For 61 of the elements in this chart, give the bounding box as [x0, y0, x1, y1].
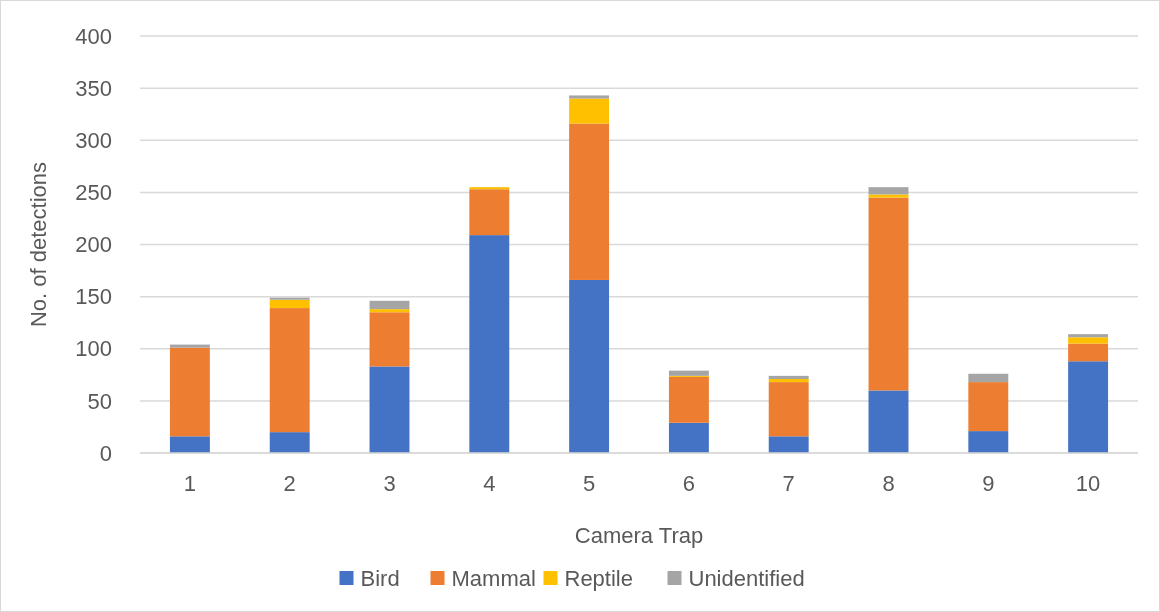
legend-label: Bird: [360, 565, 400, 591]
x-axis-title: Camera Trap: [574, 523, 704, 548]
bar: [868, 390, 909, 453]
bar: [369, 366, 410, 453]
y-axis-title: No. of detections: [26, 161, 51, 328]
bar: [1068, 343, 1109, 362]
bar: [968, 382, 1009, 432]
bar: [768, 436, 809, 453]
bar: [768, 378, 809, 383]
y-tick-label: 50: [87, 388, 112, 414]
legend-label: Unidentified: [688, 565, 805, 591]
bar: [768, 375, 809, 379]
bar: [868, 194, 909, 198]
bar: [1068, 334, 1109, 338]
y-tick-label: 300: [75, 127, 112, 153]
x-tick-label: 10: [1075, 471, 1101, 496]
bar: [469, 187, 510, 190]
bar: [269, 432, 310, 453]
x-tick-label: 7: [782, 471, 795, 496]
bar: [369, 309, 410, 313]
bar: [968, 373, 1009, 383]
y-tick-label: 0: [99, 440, 112, 466]
bar: [868, 197, 909, 391]
x-tick-label: 6: [682, 471, 696, 496]
bar: [269, 308, 310, 433]
bar: [469, 189, 510, 236]
bar: [569, 123, 610, 280]
x-tick-label: 9: [982, 471, 995, 496]
bar: [1068, 361, 1109, 453]
bar: [569, 279, 610, 453]
x-tick-label: 4: [483, 471, 496, 496]
bar: [569, 95, 610, 99]
x-tick-label: 8: [882, 471, 895, 496]
bar: [569, 98, 610, 124]
bar: [469, 235, 510, 453]
y-tick-label: 150: [75, 284, 112, 310]
bar: [868, 187, 909, 195]
bar: [169, 347, 210, 437]
bar: [768, 382, 809, 437]
x-tick-label: 1: [183, 471, 197, 496]
bar: [169, 436, 210, 453]
y-tick-label: 100: [75, 336, 112, 362]
bar: [369, 312, 410, 367]
bar: [968, 431, 1009, 453]
x-tick-label: 3: [383, 471, 396, 496]
y-tick-label: 400: [75, 23, 112, 49]
bar: [169, 344, 210, 348]
y-tick-label: 350: [75, 75, 112, 101]
bar: [269, 299, 310, 309]
x-tick-label: 5: [582, 471, 596, 496]
bar: [269, 297, 310, 300]
bar: [668, 422, 709, 453]
bar: [668, 370, 709, 376]
y-tick-label: 250: [75, 180, 112, 206]
x-tick-label: 2: [283, 471, 296, 496]
bar: [1068, 337, 1109, 344]
bar: [369, 300, 410, 310]
legend-label: Reptile: [564, 565, 633, 591]
bar: [668, 376, 709, 423]
legend-label: Mammal: [451, 565, 536, 591]
y-tick-label: 200: [75, 232, 112, 258]
